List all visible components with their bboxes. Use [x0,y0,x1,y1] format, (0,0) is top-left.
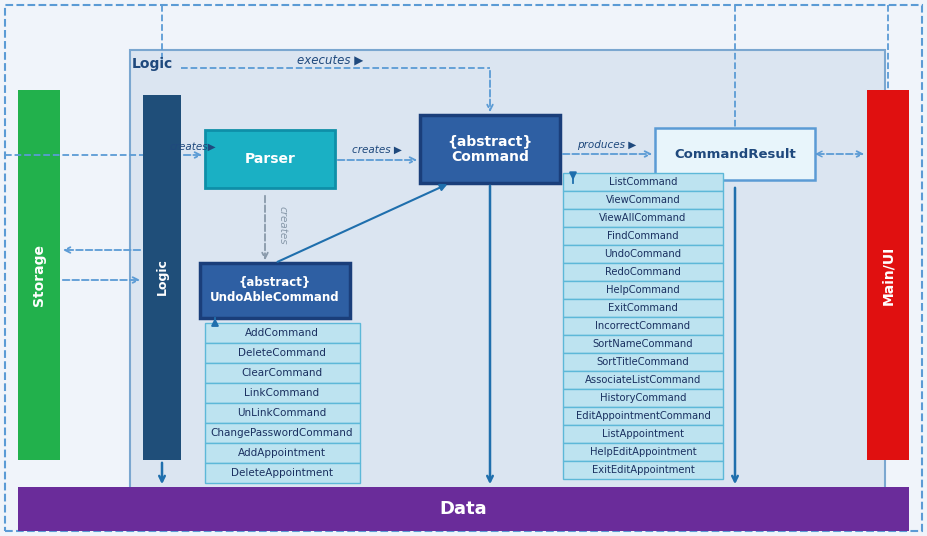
Text: creates ▶: creates ▶ [352,145,402,155]
Text: Data: Data [439,500,487,518]
Text: ListCommand: ListCommand [609,177,678,187]
Text: SortNameCommand: SortNameCommand [592,339,693,349]
FancyBboxPatch shape [867,90,909,460]
Text: {abstract}
UndoAbleCommand: {abstract} UndoAbleCommand [210,276,340,304]
Text: AddCommand: AddCommand [245,328,319,338]
Text: RedoCommand: RedoCommand [605,267,681,277]
FancyBboxPatch shape [563,263,723,281]
Text: IncorrectCommand: IncorrectCommand [595,321,691,331]
FancyBboxPatch shape [205,323,360,343]
Text: AssociateListCommand: AssociateListCommand [585,375,701,385]
FancyBboxPatch shape [563,353,723,371]
Text: UnLinkCommand: UnLinkCommand [237,408,326,418]
FancyBboxPatch shape [655,128,815,180]
Text: LinkCommand: LinkCommand [245,388,320,398]
FancyBboxPatch shape [563,173,723,191]
Text: UndoCommand: UndoCommand [604,249,681,259]
FancyBboxPatch shape [563,227,723,245]
FancyBboxPatch shape [563,317,723,335]
FancyBboxPatch shape [563,425,723,443]
FancyBboxPatch shape [200,263,350,318]
Text: Logic: Logic [132,57,172,71]
FancyBboxPatch shape [205,130,335,188]
FancyBboxPatch shape [205,363,360,383]
Text: ExitCommand: ExitCommand [608,303,678,313]
Text: executes ▶: executes ▶ [297,54,363,66]
Text: ViewAllCommand: ViewAllCommand [600,213,687,223]
Text: creates: creates [278,206,288,244]
FancyBboxPatch shape [563,335,723,353]
FancyBboxPatch shape [143,95,181,460]
Text: FindCommand: FindCommand [607,231,679,241]
Text: HistoryCommand: HistoryCommand [600,393,686,403]
FancyBboxPatch shape [563,407,723,425]
Text: Main/UI: Main/UI [881,245,895,304]
FancyBboxPatch shape [205,463,360,483]
FancyBboxPatch shape [205,423,360,443]
Text: creates▶: creates▶ [170,142,216,152]
Text: ListAppointment: ListAppointment [602,429,684,439]
FancyBboxPatch shape [563,443,723,461]
FancyBboxPatch shape [563,209,723,227]
FancyBboxPatch shape [563,461,723,479]
Text: Logic: Logic [156,258,169,295]
FancyBboxPatch shape [18,90,60,460]
Text: ClearCommand: ClearCommand [241,368,323,378]
FancyBboxPatch shape [205,403,360,423]
FancyBboxPatch shape [205,443,360,463]
FancyBboxPatch shape [5,5,922,531]
FancyBboxPatch shape [205,343,360,363]
FancyBboxPatch shape [563,245,723,263]
Text: HelpEditAppointment: HelpEditAppointment [590,447,696,457]
FancyBboxPatch shape [130,50,885,490]
Text: ExitEditAppointment: ExitEditAppointment [591,465,694,475]
FancyBboxPatch shape [205,383,360,403]
Text: {abstract}
Command: {abstract} Command [448,134,533,164]
FancyBboxPatch shape [420,115,560,183]
Text: DeleteAppointment: DeleteAppointment [231,468,333,478]
Text: EditAppointmentCommand: EditAppointmentCommand [576,411,710,421]
Text: Storage: Storage [32,244,46,306]
Text: HelpCommand: HelpCommand [606,285,679,295]
Text: CommandResult: CommandResult [674,147,796,160]
Text: Parser: Parser [245,152,296,166]
FancyBboxPatch shape [563,389,723,407]
Text: ChangePasswordCommand: ChangePasswordCommand [210,428,353,438]
FancyBboxPatch shape [563,191,723,209]
FancyBboxPatch shape [18,487,909,531]
FancyBboxPatch shape [563,371,723,389]
Text: ViewCommand: ViewCommand [605,195,680,205]
Text: SortTitleCommand: SortTitleCommand [597,357,690,367]
Text: DeleteCommand: DeleteCommand [238,348,326,358]
Text: produces ▶: produces ▶ [578,140,637,150]
FancyBboxPatch shape [563,281,723,299]
Text: AddAppointment: AddAppointment [238,448,326,458]
FancyBboxPatch shape [563,299,723,317]
